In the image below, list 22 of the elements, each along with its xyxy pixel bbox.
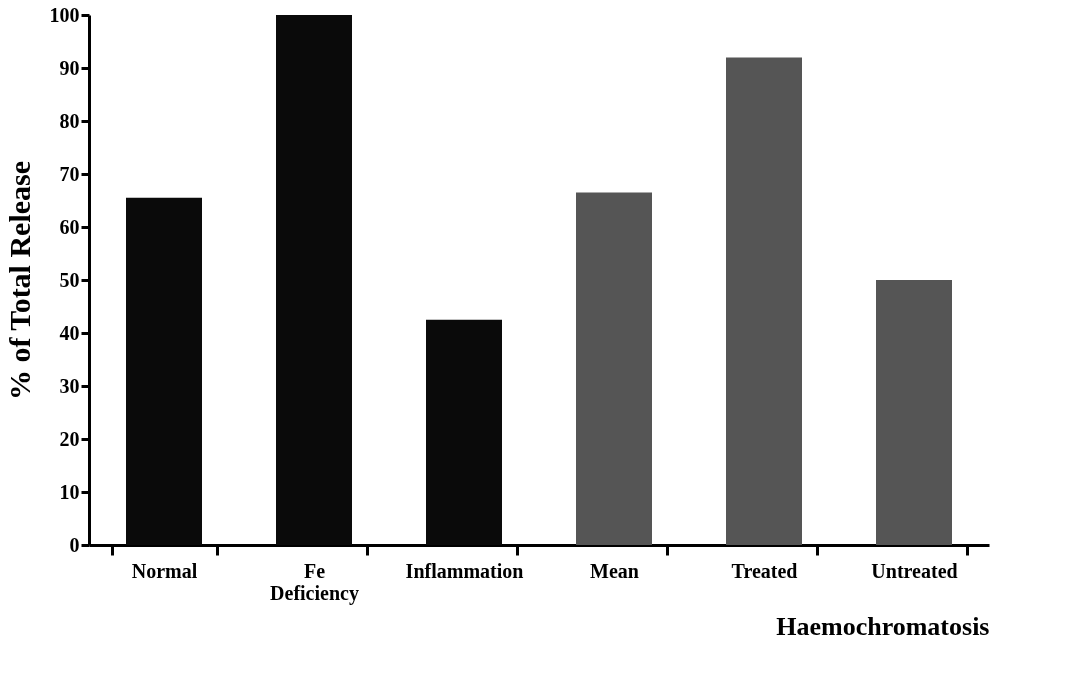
y-axis-title: % of Total Release bbox=[2, 160, 36, 401]
bar bbox=[876, 280, 952, 545]
y-tick-label: 40 bbox=[59, 321, 80, 344]
x-tick-label: Fe Deficiency bbox=[270, 559, 359, 605]
bar bbox=[726, 57, 802, 545]
x-tick-label: Inflammation bbox=[405, 559, 524, 582]
y-tick-label: 60 bbox=[59, 215, 80, 238]
x-axis-title: Haemochromatosis bbox=[776, 611, 990, 641]
x-tick-label: Untreated bbox=[871, 559, 958, 582]
x-tick-label: Treated bbox=[731, 559, 798, 582]
y-tick-label: 0 bbox=[69, 533, 80, 556]
y-tick-label: 100 bbox=[49, 3, 80, 26]
y-tick-label: 20 bbox=[59, 427, 80, 450]
y-tick-label: 30 bbox=[59, 374, 80, 397]
y-tick-label: 70 bbox=[59, 162, 80, 185]
y-tick-label: 10 bbox=[59, 480, 80, 503]
y-tick-label: 50 bbox=[59, 268, 80, 291]
y-tick-label: 80 bbox=[59, 109, 80, 132]
x-tick-label: Mean bbox=[590, 559, 639, 582]
x-tick-label: Normal bbox=[131, 559, 198, 582]
y-tick-label: 90 bbox=[59, 56, 80, 79]
bar bbox=[576, 192, 652, 545]
